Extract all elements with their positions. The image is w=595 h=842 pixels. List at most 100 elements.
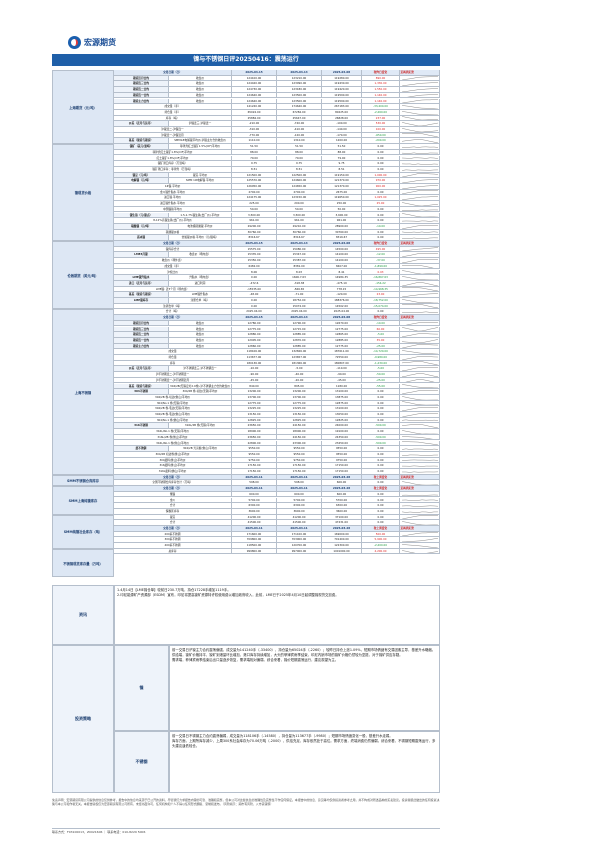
trend-sparkline [400,394,440,401]
table-row: 400系不锈钢 118500.00 120700.00 122300.00 -2,200… [52,543,440,549]
value-date-3: 51.50 [322,144,362,150]
value-date-1: 22800.00 [232,440,277,447]
news-text: 1.4月14日【LME镍仓单】较前日230.7万吨，持仓17228手增加1119… [114,585,440,645]
value-date-2: 8316.67 [277,235,322,241]
table-row: 基差（现货与期货） LME镍升贴水 -48.00 -71.00 -120.00 23.00 [52,292,440,298]
change-value: 较昨日变化 [362,241,400,247]
trend-sparkline [400,377,440,384]
change-value: 890.00 [362,75,400,82]
value-date-2: 8.51 [277,166,322,173]
sparkline-icon [402,99,438,104]
row-subcategory: 镍矿（美元/湿吨） [114,144,169,150]
change-value: -55.00 [362,383,400,390]
row-label: 镍豆 [114,514,232,521]
value-date-2: 8.03 [277,269,322,276]
table-row: 镍豆（元/吨） 镍豆·平均价 121500.00 122500.00 119150.00… [52,172,440,179]
trend-header: 近两周走势 [400,526,440,532]
value-date-2: 123150.00 [277,195,322,202]
row-label: 304/2B 光亮板(佛山)平均价 [169,446,232,452]
sparkline-icon [402,521,438,526]
trend-sparkline [400,463,440,469]
row-label: 镍矿港口库存（万湿吨） [114,161,232,167]
category-label: 不锈钢现货库存量（万吨） [52,548,114,578]
table-row: 硫酸镍价格 30760.00 30760.00 30760.00 0.00 [52,229,440,236]
table-row: 硫酸镍（元/吨） 电池级硫酸镍·平均价 29200.00 29210.00 28900.… [52,223,440,230]
category-label: 上海期货（元/吨） [52,70,114,145]
table-row: 304/2B 卷-毛边(佛山)平均价 13150.00 13150.00 13050.… [52,412,440,418]
value-date-2: 8381.00 [277,263,322,270]
value-date-1: 9.75 [232,161,277,167]
value-date-2: -566.65 [277,286,322,293]
table-row: 保税区库存 3600.00 3600.00 3600.00 0.00 [52,508,440,515]
change-value: -50.00 [362,372,400,378]
value-date-1: -45.00 [232,377,277,384]
change-value: 4,200.00 [362,548,400,555]
value-date-2: 9550.00 [277,451,322,458]
value-date-3: -170.00 [322,132,362,139]
value-date-3: 701400.00 [322,537,362,544]
row-label: 交易日期（日） [114,241,232,247]
table-header-row: 交易日期（日） 2025-04-11 2025-04-11 2025-03-28 较上周… [52,486,440,492]
value-date-2: 41500.00 [277,520,322,526]
value-date-3: 9750.00 [322,457,362,464]
change-value: 0.00 [362,514,400,521]
table-row: 沪镍连一-沪镍近月 -770.00 -120.00 -170.00 -650.00 [52,132,440,139]
change-value: 0.00 [362,144,400,150]
sparkline-icon [402,321,438,326]
sparkline-icon [402,401,438,406]
change-value: 35.00 [362,337,400,344]
trend-sparkline [400,332,440,338]
change-value: 0.00 [362,161,400,167]
value-date-2: 18900.00 [277,429,322,435]
sparkline-icon [402,390,438,394]
strategy-line: 库存方面，上期所库存减少，上周300系社会库存为70.06万吨（-2000），供… [172,739,436,748]
change-value: -5.00 [362,366,400,373]
value-date-1: 124175.00 [232,195,277,202]
sparkline-icon [402,202,438,206]
trend-sparkline [400,320,440,327]
value-date-1: 2700.00 [232,189,277,196]
table-header-row: 交易日期（日） 2025-04-11 2025-04-11 2025-03-28 较上周… [52,474,440,481]
row-label: 沪镍连一-沪镍近月 [114,132,232,139]
trend-sparkline [400,121,440,127]
value-date-2: 123180.00 [277,87,322,93]
table-row: 持仓量 113677.00 123657.00 72550.00 -9,980.00 [52,355,440,361]
sparkline-icon [402,505,438,507]
row-subcategory: 期货连三合约 [114,81,169,88]
value-date-3: -475.19 [322,280,362,287]
sparkline-icon [402,224,438,229]
row-label: 沪不锈钢连三-沪不锈钢连一 [169,366,232,373]
sparkline-icon [402,454,438,456]
value-date-1: 6482.00 [232,263,277,270]
contact-info: 联系方式：F03100013，Z0021606 ｜ 联系电话：010-8229 … [52,828,440,836]
table-row: 成交量 118106.00 132826.00 187611.00 -14,720.00 [52,349,440,355]
table-row: 合计 6300.00 6300.00 6300.00 0.00 [52,503,440,509]
value-date-1: -472.6 [232,280,277,287]
strategy-nickel-label: 镍 [114,645,169,731]
sparkline-icon [402,270,438,275]
trend-sparkline [400,98,440,105]
row-label: 400系不锈钢 [114,543,232,549]
value-date-2: 961.00 [277,218,322,224]
row-label: 304/2B 卷-切边(无锡)平均价 [169,389,232,395]
sparkline-icon [402,293,438,298]
row-label: 304/2B(无锡宏旺2.0卷)-沪不锈钢主力合约收盘价 [169,383,232,390]
value-date-3: 26828.00 [322,115,362,122]
row-label: 304/No.1 卷(佛山)平均价 [114,417,232,424]
row-label: 金川 [114,497,232,504]
trend-sparkline [400,87,440,93]
value-date-2: 3600.00 [277,508,322,515]
row-label: 1.5-1.7%镍生铁(出厂价)·平均价 [169,212,232,219]
row-label: 316废料(佛山)平均价 [114,463,232,469]
row-label: 收盘价 [169,92,232,99]
value-date-1: 9550.00 [232,446,277,452]
sparkline-icon [402,122,438,127]
value-date-3: 5700.00 [322,497,362,504]
row-label: 1#镍·平均价 [114,184,232,190]
trend-sparkline [400,303,440,310]
trend-sparkline [400,400,440,407]
value-date-3: 30760.00 [322,229,362,236]
value-date-1: 23650.00 [232,423,277,430]
change-value: -9,980.00 [362,355,400,361]
data-table: 上海期货（元/吨） 镍现货价格 伦敦期货（美元/吨） 上海不锈钢 SMM不锈钢仓库库存 S… [52,70,440,578]
